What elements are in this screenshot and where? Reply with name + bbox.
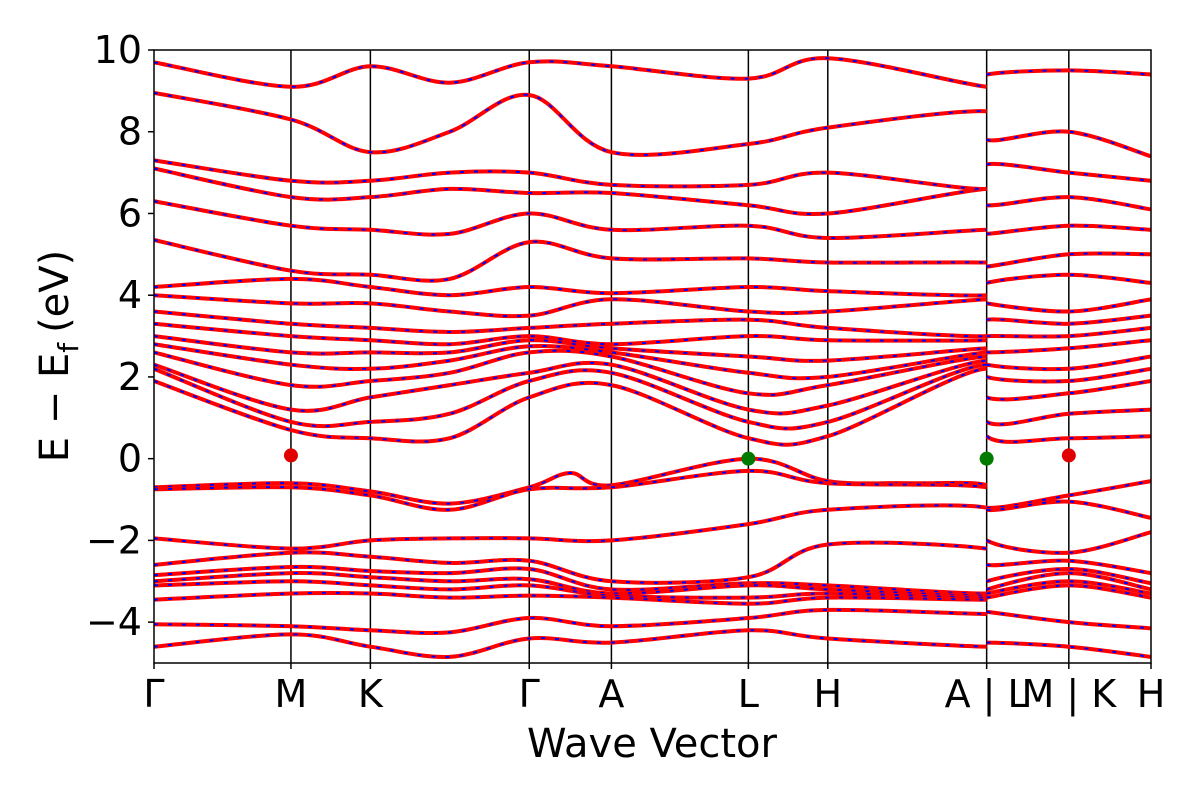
- band-line-blue-dashed: [154, 359, 1151, 415]
- band-line-blue-dashed: [154, 504, 1151, 554]
- y-tick-label: 2: [118, 355, 142, 399]
- band-line-red: [154, 321, 1151, 347]
- band-line-blue-dashed: [154, 629, 1151, 659]
- x-axis-ticks: Γ M K Γ A L H A | LM | K H: [143, 663, 1165, 717]
- vbm-marker: [741, 451, 756, 466]
- band-line-blue-dashed: [154, 608, 1151, 635]
- y-axis-label-unit: (eV): [32, 250, 78, 333]
- band-line-red: [154, 56, 1151, 89]
- band-line-blue-dashed: [154, 167, 1151, 216]
- band-line-blue-dashed: [154, 541, 1151, 584]
- band-line-red: [154, 293, 1151, 319]
- y-tick-label: 8: [118, 110, 142, 154]
- y-axis-ticks: −4 −2 0 2 4 6 8 10: [86, 28, 154, 644]
- svg-text:E − Ef(eV): E − Ef (eV): [32, 250, 85, 463]
- y-axis-label-subscript: f: [52, 342, 85, 353]
- x-tick-label: H: [814, 672, 843, 716]
- x-axis-label: Wave Vector: [527, 721, 778, 767]
- cbm-marker: [1061, 448, 1076, 463]
- band-edge-markers: [283, 448, 1076, 466]
- band-line-red: [154, 166, 1151, 217]
- band-line-blue-dashed: [154, 580, 1151, 599]
- band-line-blue-dashed: [154, 367, 1151, 446]
- band-line-blue-dashed: [154, 200, 1151, 240]
- y-axis-label: E − Ef (eV): [32, 250, 85, 463]
- plot-frame: [153, 49, 1152, 664]
- y-tick-label: 10: [94, 28, 142, 72]
- band-line-red: [154, 571, 1151, 598]
- band-line-red: [154, 342, 1151, 381]
- band-line-blue-dashed: [154, 294, 1151, 318]
- band-line-red: [154, 90, 1151, 159]
- band-line-red: [154, 362, 1151, 431]
- x-tick-label: K: [358, 672, 384, 716]
- band-line-red: [154, 348, 1151, 397]
- band-line-blue-dashed: [154, 322, 1151, 346]
- x-tick-label: L: [738, 672, 759, 716]
- x-tick-label: M: [275, 672, 308, 716]
- band-line-blue-dashed: [154, 584, 1151, 605]
- vbm-marker: [979, 451, 994, 466]
- x-tick-label: H: [1137, 672, 1166, 716]
- band-line-blue-dashed: [154, 159, 1151, 190]
- cbm-marker: [283, 448, 298, 463]
- y-tick-label: 6: [118, 191, 142, 235]
- x-tick-label: Γ: [519, 672, 540, 716]
- y-tick-label: 4: [118, 273, 142, 317]
- band-lines: [154, 56, 1151, 660]
- x-tick-label: A | L: [945, 672, 1029, 717]
- band-line-red: [154, 468, 1151, 520]
- band-line-blue-dashed: [154, 335, 1151, 362]
- band-line-blue-dashed: [154, 363, 1151, 430]
- band-line-blue-dashed: [154, 310, 1151, 338]
- band-line-red: [154, 238, 1151, 283]
- x-tick-label: M | K: [1021, 672, 1117, 717]
- band-line-red: [154, 564, 1151, 596]
- x-tick-label: Γ: [143, 672, 164, 716]
- y-tick-label: −4: [86, 600, 142, 644]
- band-line-red: [154, 309, 1151, 339]
- band-line-blue-dashed: [154, 457, 1151, 509]
- band-line-red: [154, 272, 1151, 298]
- x-tick-label: A: [598, 672, 624, 716]
- y-axis-label-main: E − E: [32, 353, 78, 463]
- y-tick-label: 0: [118, 437, 142, 481]
- y-tick-label: −2: [86, 518, 142, 562]
